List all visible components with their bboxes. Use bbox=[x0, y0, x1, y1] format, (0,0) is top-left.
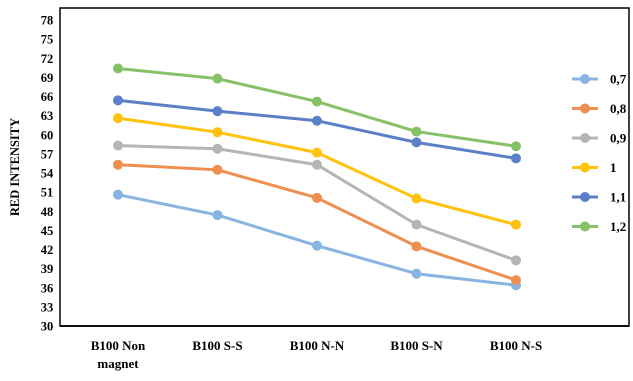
data-point bbox=[113, 189, 123, 200]
y-tick-label: 60 bbox=[41, 128, 54, 142]
y-tick-label: 39 bbox=[41, 262, 54, 276]
y-tick-label: 54 bbox=[41, 167, 54, 181]
data-point bbox=[212, 127, 223, 138]
x-tick-label: B100 S-N bbox=[390, 338, 443, 353]
legend: 0,7 0,8 0,9 1 1,1 1,2 bbox=[572, 72, 627, 234]
series-points bbox=[113, 63, 521, 291]
y-tick-label: 69 bbox=[41, 71, 54, 85]
legend-marker bbox=[580, 74, 590, 84]
data-point bbox=[312, 96, 322, 107]
data-point bbox=[212, 106, 223, 117]
y-tick-label: 42 bbox=[41, 243, 54, 257]
legend-marker bbox=[580, 103, 590, 114]
x-tick-label: B100 N-N bbox=[290, 338, 345, 353]
legend-label: 1,2 bbox=[610, 219, 626, 234]
y-tick-label: 75 bbox=[41, 33, 54, 47]
data-point bbox=[312, 192, 322, 203]
legend-label: 0,8 bbox=[610, 101, 627, 116]
x-tick-label: B100 N-S bbox=[490, 338, 542, 353]
data-point bbox=[312, 147, 322, 158]
data-point bbox=[411, 193, 422, 204]
y-tick-label: 66 bbox=[41, 90, 54, 104]
y-tick-label: 36 bbox=[41, 281, 54, 295]
x-axis-ticks: B100 Non magnet B100 S-S B100 N-N B100 S-N B1… bbox=[91, 338, 542, 371]
data-point bbox=[511, 275, 521, 286]
y-tick-label: 30 bbox=[41, 320, 54, 334]
data-point bbox=[411, 219, 422, 230]
data-point bbox=[411, 137, 422, 148]
data-point bbox=[411, 126, 422, 137]
legend-label: 0,7 bbox=[610, 72, 627, 87]
y-tick-label: 51 bbox=[41, 186, 54, 200]
y-tick-label: 48 bbox=[41, 205, 54, 219]
data-point bbox=[212, 164, 223, 175]
legend-label: 1,1 bbox=[610, 190, 626, 205]
data-point bbox=[312, 115, 322, 126]
y-tick-label: 72 bbox=[41, 52, 54, 66]
y-tick-label: 33 bbox=[41, 300, 54, 314]
legend-marker bbox=[580, 162, 590, 173]
data-point bbox=[212, 73, 223, 84]
y-tick-label: 63 bbox=[41, 109, 54, 123]
x-tick-label: B100 Non bbox=[91, 338, 146, 353]
data-point bbox=[113, 159, 123, 170]
data-point bbox=[312, 240, 322, 251]
y-axis-ticks: 30 33 36 39 42 45 48 51 54 57 60 63 66 69 72 75 78 bbox=[41, 14, 54, 334]
legend-marker bbox=[580, 221, 590, 232]
legend-marker bbox=[580, 192, 590, 202]
y-tick-label: 45 bbox=[41, 224, 54, 238]
legend-label: 1 bbox=[610, 160, 617, 175]
data-point bbox=[411, 268, 422, 279]
data-point bbox=[312, 159, 322, 170]
data-point bbox=[511, 255, 521, 266]
y-axis-label: RED INTENSITY bbox=[8, 118, 22, 216]
data-point bbox=[212, 210, 223, 221]
x-tick-label: B100 S-S bbox=[192, 338, 242, 353]
data-point bbox=[113, 113, 123, 124]
legend-label: 0,9 bbox=[610, 131, 627, 146]
x-tick-label: magnet bbox=[97, 356, 139, 371]
data-point bbox=[113, 63, 123, 74]
y-tick-label: 57 bbox=[41, 147, 54, 161]
legend-marker bbox=[580, 133, 590, 143]
data-point bbox=[113, 140, 123, 151]
data-point bbox=[212, 143, 223, 154]
y-tick-label: 78 bbox=[41, 14, 54, 28]
data-point bbox=[113, 95, 123, 106]
data-point bbox=[411, 241, 422, 252]
data-point bbox=[511, 219, 521, 230]
data-point bbox=[511, 141, 521, 152]
data-point bbox=[511, 153, 521, 164]
